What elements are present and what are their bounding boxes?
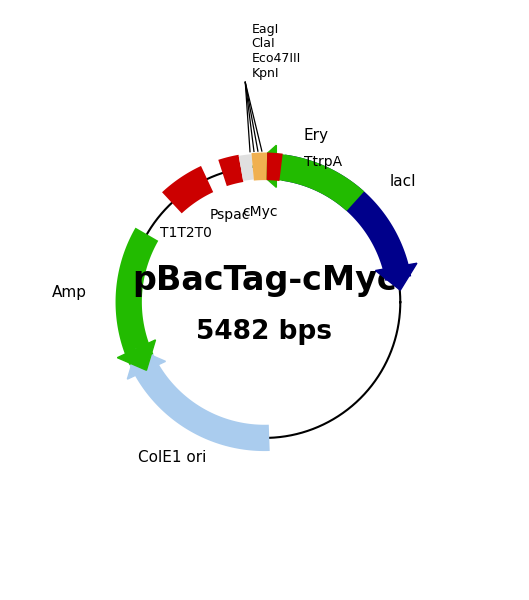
Text: 5482 bps: 5482 bps bbox=[196, 319, 333, 345]
Polygon shape bbox=[253, 145, 276, 187]
Text: lacI: lacI bbox=[390, 174, 416, 189]
Text: Pspac: Pspac bbox=[209, 208, 250, 222]
Text: cMyc: cMyc bbox=[242, 205, 278, 218]
Polygon shape bbox=[127, 349, 166, 379]
Text: Ery: Ery bbox=[303, 128, 329, 143]
Polygon shape bbox=[218, 155, 243, 186]
Text: ColE1 ori: ColE1 ori bbox=[138, 449, 206, 464]
Polygon shape bbox=[117, 340, 156, 370]
Polygon shape bbox=[267, 152, 282, 181]
Polygon shape bbox=[376, 263, 417, 290]
Polygon shape bbox=[264, 153, 364, 211]
Polygon shape bbox=[162, 166, 213, 214]
Polygon shape bbox=[130, 354, 270, 451]
Polygon shape bbox=[281, 155, 411, 281]
Text: EagI: EagI bbox=[252, 23, 279, 35]
Text: TtrpA: TtrpA bbox=[304, 155, 342, 169]
Polygon shape bbox=[251, 152, 267, 181]
Text: pBacTag-cMyc: pBacTag-cMyc bbox=[132, 265, 397, 298]
Text: T1T2T0: T1T2T0 bbox=[160, 226, 212, 241]
Text: Amp: Amp bbox=[51, 285, 87, 300]
Text: KpnI: KpnI bbox=[252, 67, 279, 80]
Text: Eco47III: Eco47III bbox=[252, 52, 301, 65]
Polygon shape bbox=[115, 227, 158, 365]
Text: ClaI: ClaI bbox=[252, 37, 275, 50]
Polygon shape bbox=[239, 154, 254, 181]
